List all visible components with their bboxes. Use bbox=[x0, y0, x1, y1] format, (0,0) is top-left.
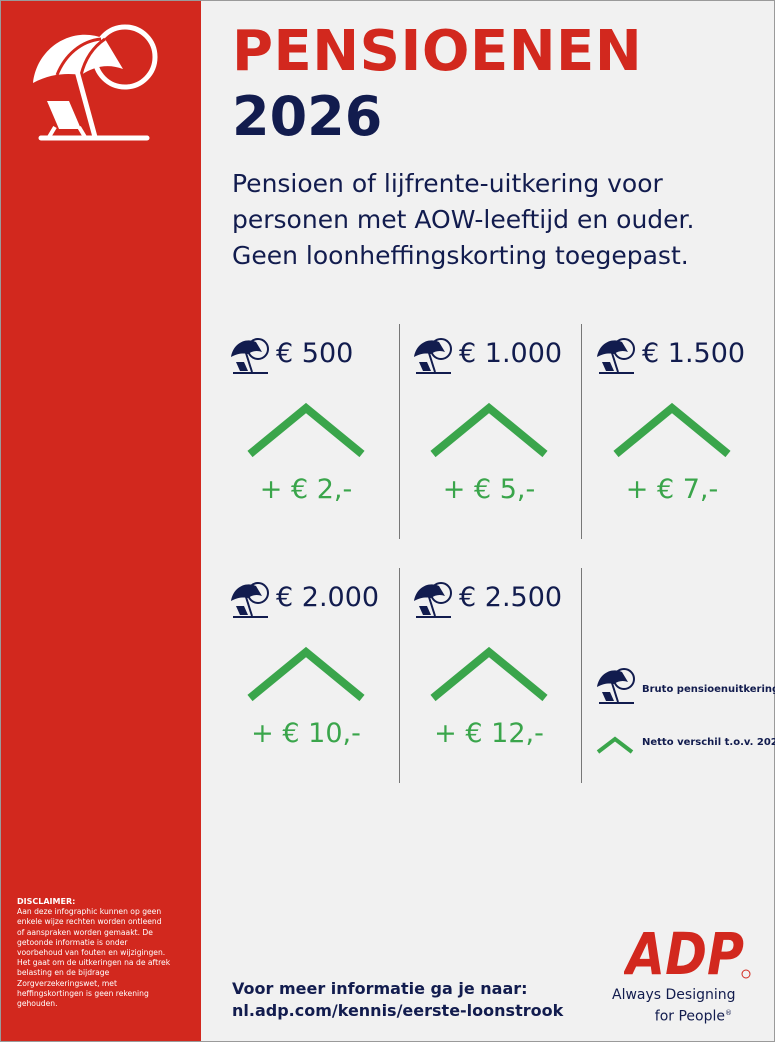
disclaimer-line: of aanspraken worden gemaakt. De bbox=[17, 927, 153, 937]
subtitle-line: personen met AOW-leeftijd en ouder. bbox=[232, 205, 695, 234]
chevron-up-icon bbox=[430, 646, 548, 702]
disclaimer-title: DISCLAIMER: bbox=[17, 897, 76, 906]
sidebar: DISCLAIMER: Aan deze infographic kunnen … bbox=[1, 1, 201, 1041]
subtitle-line: Pensioen of lijfrente-uitkering voor bbox=[232, 169, 663, 198]
adp-tagline: Always Designing for People® bbox=[612, 986, 736, 1026]
legend-gross-label: Bruto pensioenuitkering bbox=[642, 684, 775, 695]
column-divider bbox=[581, 568, 582, 783]
disclaimer: DISCLAIMER: Aan deze infographic kunnen … bbox=[17, 897, 197, 1009]
disclaimer-line: getoonde informatie is onder bbox=[17, 937, 128, 947]
pension-card-1500: € 1.500 + € 7,- bbox=[596, 324, 756, 539]
adp-logo: ADP bbox=[624, 922, 751, 980]
page-subtitle: Pensioen of lijfrente-uitkering voor per… bbox=[232, 166, 762, 274]
net-difference: + € 12,- bbox=[434, 718, 544, 749]
gross-amount: € 2.000 bbox=[276, 582, 380, 613]
beach-umbrella-chair-icon bbox=[413, 582, 452, 618]
chevron-up-icon bbox=[247, 402, 365, 458]
pension-card-1000: € 1.000 + € 5,- bbox=[413, 324, 573, 539]
gross-amount: € 1.500 bbox=[642, 338, 746, 369]
more-info-link[interactable]: nl.adp.com/kennis/eerste-loonstrook bbox=[232, 1001, 564, 1020]
pension-card-2000: € 2.000 + € 10,- bbox=[230, 568, 390, 783]
tagline-line: Always Designing bbox=[612, 987, 736, 1003]
pension-card-2500: € 2.500 + € 12,- bbox=[413, 568, 573, 783]
gross-amount: € 500 bbox=[276, 338, 354, 369]
beach-umbrella-chair-icon bbox=[230, 582, 269, 618]
registered-mark-icon: ® bbox=[725, 1009, 732, 1017]
pension-card-500: € 500 + € 2,- bbox=[230, 324, 390, 539]
tagline-line: for People bbox=[654, 1008, 725, 1025]
chevron-up-icon bbox=[596, 736, 634, 754]
column-divider bbox=[399, 324, 400, 539]
more-info: Voor meer informatie ga je naar: nl.adp.… bbox=[232, 978, 563, 1022]
beach-umbrella-chair-icon bbox=[596, 668, 635, 704]
disclaimer-line: gehouden. bbox=[17, 999, 58, 1009]
disclaimer-line: Het gaat om de uitkeringen na de aftrek bbox=[17, 958, 171, 968]
net-difference: + € 2,- bbox=[259, 474, 353, 505]
disclaimer-line: Aan deze infographic kunnen op geen bbox=[17, 907, 162, 917]
beach-umbrella-chair-icon bbox=[230, 338, 269, 374]
beach-umbrella-chair-icon bbox=[413, 338, 452, 374]
disclaimer-line: voorbehoud van fouten en wijzigingen. bbox=[17, 948, 166, 958]
column-divider bbox=[581, 324, 582, 539]
beach-umbrella-chair-icon bbox=[33, 24, 158, 141]
net-difference: + € 10,- bbox=[251, 718, 361, 749]
disclaimer-line: belasting en de bijdrage bbox=[17, 968, 110, 978]
legend-net-label: Netto verschil t.o.v. 2025 bbox=[642, 737, 775, 748]
gross-amount: € 1.000 bbox=[459, 338, 563, 369]
adp-logo-text: ADP bbox=[624, 922, 744, 980]
gross-amount: € 2.500 bbox=[459, 582, 563, 613]
net-difference: + € 7,- bbox=[625, 474, 719, 505]
net-difference: + € 5,- bbox=[442, 474, 536, 505]
column-divider bbox=[399, 568, 400, 783]
legend-gross: Bruto pensioenuitkering bbox=[596, 666, 775, 706]
page-year: 2026 bbox=[232, 85, 383, 148]
disclaimer-line: heffingskortingen is geen rekening bbox=[17, 988, 149, 998]
page-title: PENSIOENEN bbox=[232, 19, 643, 84]
chevron-up-icon bbox=[613, 402, 731, 458]
subtitle-line: Geen loonheffingskorting toegepast. bbox=[232, 241, 689, 270]
disclaimer-line: enkele wijze rechten worden ontleend bbox=[17, 917, 162, 927]
chevron-up-icon bbox=[430, 402, 548, 458]
beach-umbrella-chair-icon bbox=[596, 338, 635, 374]
legend-net: Netto verschil t.o.v. 2025 bbox=[596, 734, 775, 756]
disclaimer-line: Zorgverzekeringswet, met bbox=[17, 978, 117, 988]
chevron-up-icon bbox=[247, 646, 365, 702]
more-info-label: Voor meer informatie ga je naar: bbox=[232, 979, 528, 998]
